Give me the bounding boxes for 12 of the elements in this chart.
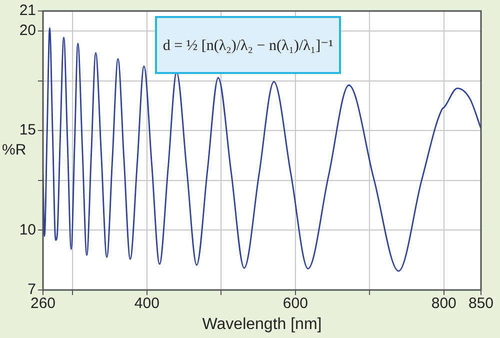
line-series — [43, 27, 481, 272]
y-tick-label: 21 — [19, 2, 36, 20]
x-tick-label: 800 — [431, 295, 456, 312]
x-tick-label: 850 — [468, 295, 494, 312]
y-tick-label: 15 — [19, 122, 36, 139]
y-tick-label: 20 — [19, 22, 36, 40]
x-tick-label: 400 — [134, 295, 160, 312]
x-axis-title: Wavelength [nm] — [202, 316, 322, 333]
y-axis-title: %R — [2, 142, 26, 159]
annotation: d = ½ [n(λ₂)/λ₂ − n(λ₁)/λ₁]⁻¹ — [162, 36, 334, 54]
y-tick-label: 10 — [19, 221, 36, 238]
x-tick-label: 600 — [282, 295, 308, 312]
